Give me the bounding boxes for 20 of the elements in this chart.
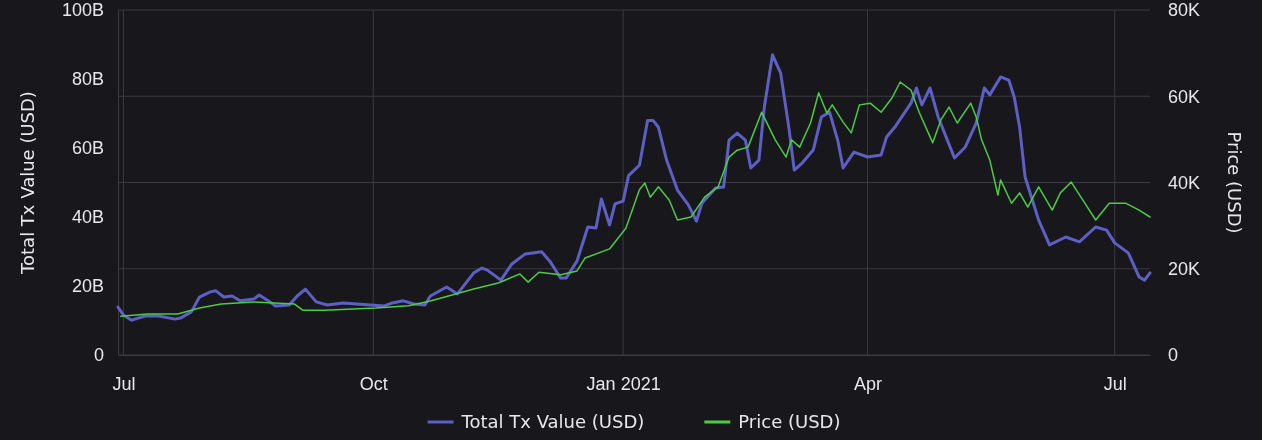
y-tick-label: 40B (71, 207, 104, 228)
legend-label: Total Tx Value (USD) (460, 411, 645, 432)
x-tick-label: Oct (359, 373, 388, 394)
y-tick-label: 60B (71, 138, 104, 159)
x-tick-label: Jan 2021 (586, 373, 661, 394)
y2-tick-label: 80K (1168, 0, 1201, 21)
y2-axis-title: Price (USD) (1224, 131, 1245, 234)
y-axis-title: Total Tx Value (USD) (17, 91, 38, 275)
y2-tick-label: 20K (1168, 259, 1201, 280)
y2-tick-label: 0 (1168, 345, 1179, 366)
x-tick-label: Apr (854, 373, 883, 394)
x-tick-label: Jul (1103, 373, 1127, 394)
x-tick-label: Jul (112, 373, 136, 394)
y-tick-label: 80B (71, 69, 104, 90)
y2-tick-label: 60K (1168, 86, 1201, 107)
y-tick-label: 20B (71, 276, 104, 297)
legend-label: Price (USD) (738, 411, 841, 432)
y-tick-label: 0 (93, 345, 104, 366)
y2-tick-label: 40K (1168, 172, 1201, 193)
y-tick-label: 100B (61, 0, 104, 21)
